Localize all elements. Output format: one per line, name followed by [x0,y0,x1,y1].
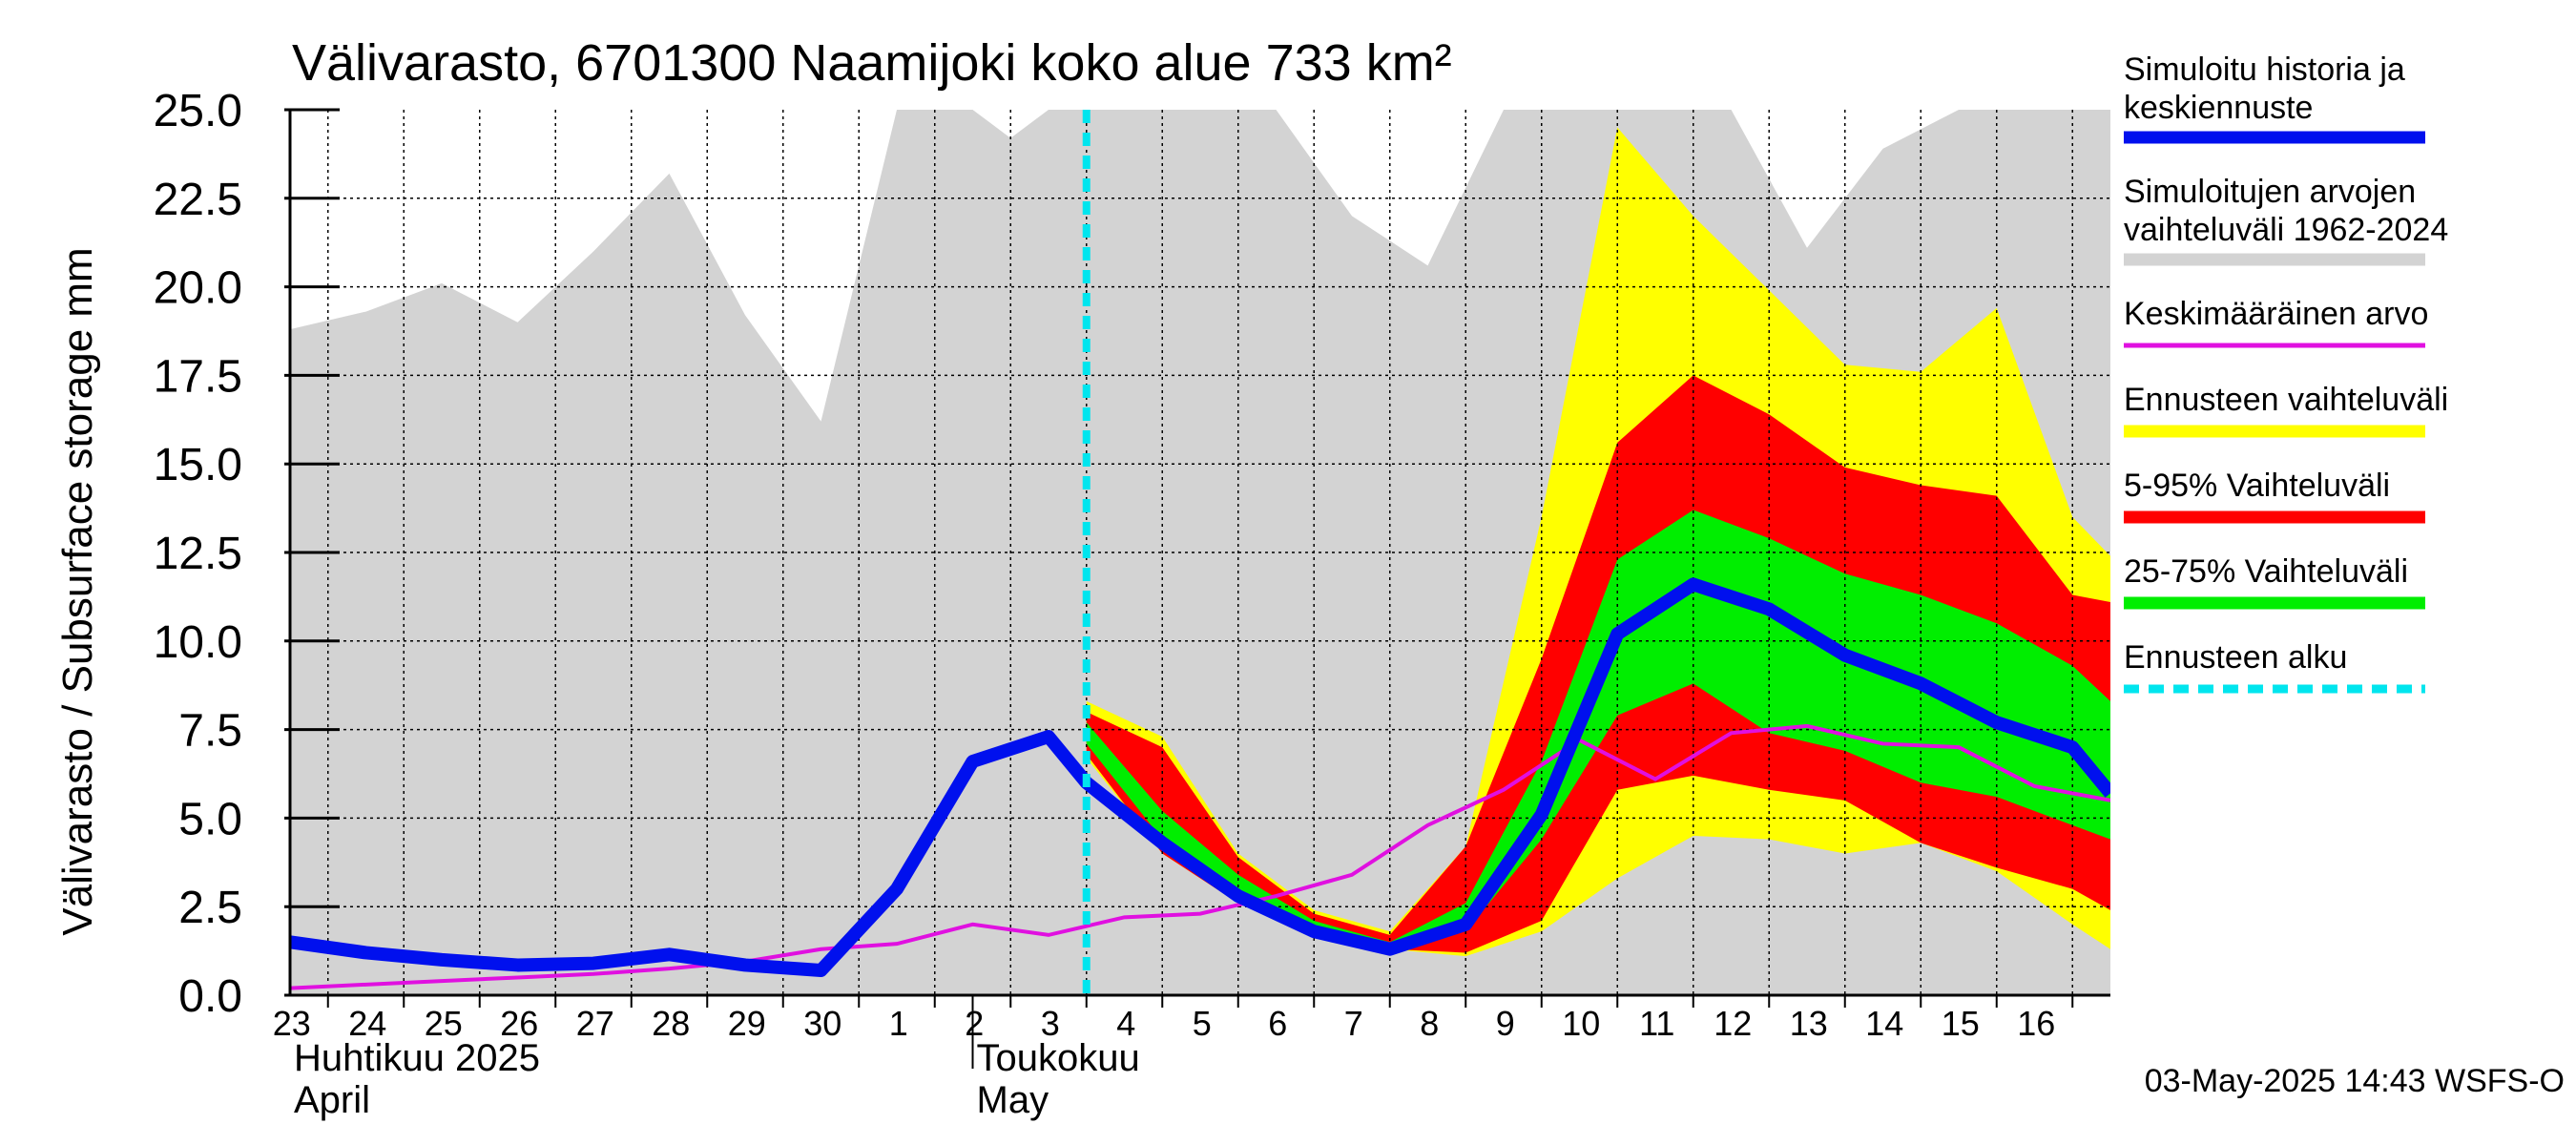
y-axis-label: Välivarasto / Subsurface storage mm [54,247,101,935]
y-tick-label: 17.5 [154,351,242,402]
x-tick-label: 10 [1562,1004,1600,1043]
y-tick-label: 25.0 [154,86,242,136]
x-tick-label: 9 [1496,1004,1515,1043]
x-tick-label: 25 [425,1004,463,1043]
legend-label: 5-95% Vaihteluväli [2124,468,2390,504]
x-tick-label: 8 [1420,1004,1439,1043]
y-tick-label: 2.5 [178,883,242,933]
axis: 0.0 2.5 5.0 7.5 10.0 12.5 15.0 17.5 20.0 22.5 25.0… [154,86,2110,1121]
x-tick-label: 28 [652,1004,690,1043]
legend-label: Simuloitu historia ja [2124,52,2405,88]
legend-label: 25-75% Vaihteluväli [2124,553,2408,590]
x-tick-label: 15 [1942,1004,1980,1043]
chart-title: Välivarasto, 6701300 Naamijoki koko alue… [292,34,1452,92]
month-label: Huhtikuu 2025 [294,1037,540,1079]
y-tick-label: 15.0 [154,440,242,490]
x-tick-label: 13 [1790,1004,1828,1043]
band-25-75 [1086,510,2110,947]
x-tick-label: 30 [803,1004,841,1043]
legend-label: Keskimääräinen arvo [2124,296,2428,332]
x-tick-label: 7 [1344,1004,1363,1043]
x-tick-label: 27 [576,1004,614,1043]
main-series-line [290,577,2110,978]
legend-label: keskiennuste [2124,90,2313,126]
y-tick-label: 7.5 [178,706,242,757]
x-tick-label: 16 [2017,1004,2055,1043]
plot-area [290,110,2110,995]
y-tick-label: 5.0 [178,794,242,844]
x-tick-label: 12 [1714,1004,1752,1043]
y-tick-label: 20.0 [154,263,242,314]
x-tick-label: 11 [1639,1004,1674,1043]
month-label-en: May [977,1079,1049,1121]
y-tick-label: 12.5 [154,529,242,579]
x-tick-label: 29 [728,1004,766,1043]
plot-layers [290,110,2110,995]
y-tick-label: 10.0 [154,617,242,668]
legend-label: Simuloitujen arvojen [2124,174,2416,210]
legend-label: Ennusteen alku [2124,639,2347,676]
month-label-en: April [294,1079,370,1121]
y-tick-label: 22.5 [154,175,242,225]
legend-label: Ennusteen vaihteluväli [2124,382,2448,418]
x-tick-label: 1 [889,1004,908,1043]
x-tick-label: 24 [348,1004,386,1043]
x-tick-label: 6 [1268,1004,1287,1043]
x-tick-label: 14 [1865,1004,1903,1043]
month-label: Toukokuu [977,1037,1140,1079]
x-tick-label: 26 [500,1004,538,1043]
footer-timestamp: 03-May-2025 14:43 WSFS-O [2145,1063,2565,1099]
legend-label: vaihteluväli 1962-2024 [2124,212,2448,248]
y-tick-label: 0.0 [178,971,242,1022]
x-tick-label: 23 [273,1004,311,1043]
x-tick-label: 3 [1041,1004,1060,1043]
mean-line [290,723,2110,990]
x-tick-label: 5 [1193,1004,1212,1043]
x-tick-label: 2 [965,1004,984,1043]
x-tick-label: 4 [1116,1004,1135,1043]
